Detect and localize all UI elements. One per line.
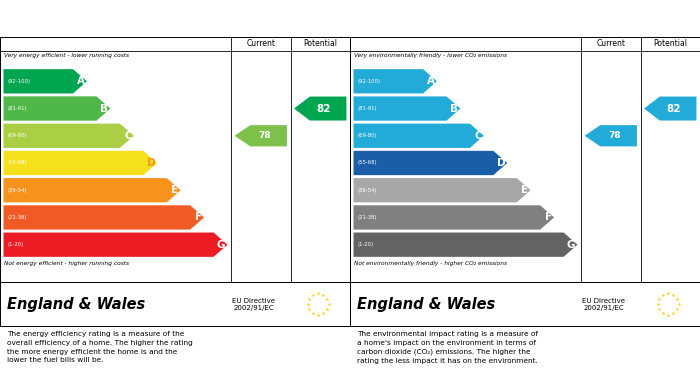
Polygon shape bbox=[4, 69, 87, 93]
Text: Environmental Impact (CO₂) Rating: Environmental Impact (CO₂) Rating bbox=[355, 14, 574, 23]
Polygon shape bbox=[4, 178, 181, 203]
Text: (92-100): (92-100) bbox=[358, 79, 381, 84]
Text: (1-20): (1-20) bbox=[358, 242, 374, 247]
Polygon shape bbox=[234, 125, 287, 146]
Text: 78: 78 bbox=[608, 131, 621, 140]
Polygon shape bbox=[354, 151, 508, 175]
Text: E: E bbox=[522, 185, 528, 195]
Polygon shape bbox=[354, 233, 578, 257]
Text: Very energy efficient - lower running costs: Very energy efficient - lower running co… bbox=[4, 53, 129, 58]
Text: The energy efficiency rating is a measure of the
overall efficiency of a home. T: The energy efficiency rating is a measur… bbox=[7, 331, 192, 363]
Text: England & Wales: England & Wales bbox=[7, 296, 146, 312]
Text: B: B bbox=[450, 104, 459, 113]
Polygon shape bbox=[4, 97, 111, 121]
Text: A: A bbox=[427, 76, 435, 86]
Text: (39-54): (39-54) bbox=[8, 188, 27, 193]
Polygon shape bbox=[354, 178, 531, 203]
Polygon shape bbox=[294, 97, 346, 120]
Text: Current: Current bbox=[246, 39, 275, 48]
Text: B: B bbox=[100, 104, 108, 113]
Text: Potential: Potential bbox=[303, 39, 337, 48]
Text: G: G bbox=[567, 240, 575, 250]
Text: (69-80): (69-80) bbox=[358, 133, 377, 138]
Text: C: C bbox=[474, 131, 482, 141]
Polygon shape bbox=[644, 97, 696, 120]
Polygon shape bbox=[4, 124, 134, 148]
Text: G: G bbox=[217, 240, 225, 250]
Text: Not energy efficient - higher running costs: Not energy efficient - higher running co… bbox=[4, 261, 129, 266]
Text: England & Wales: England & Wales bbox=[357, 296, 496, 312]
Text: (92-100): (92-100) bbox=[8, 79, 31, 84]
Text: Energy Efficiency Rating: Energy Efficiency Rating bbox=[6, 14, 158, 23]
Text: Very environmentally friendly - lower CO₂ emissions: Very environmentally friendly - lower CO… bbox=[354, 53, 507, 58]
Text: (39-54): (39-54) bbox=[358, 188, 377, 193]
Polygon shape bbox=[4, 205, 204, 230]
Text: (1-20): (1-20) bbox=[8, 242, 24, 247]
Text: EU Directive
2002/91/EC: EU Directive 2002/91/EC bbox=[582, 298, 625, 310]
Text: 82: 82 bbox=[316, 104, 331, 113]
Polygon shape bbox=[4, 151, 158, 175]
Text: Current: Current bbox=[596, 39, 625, 48]
Text: A: A bbox=[77, 76, 85, 86]
Text: (81-91): (81-91) bbox=[8, 106, 27, 111]
Text: F: F bbox=[195, 212, 202, 222]
Text: (21-38): (21-38) bbox=[8, 215, 27, 220]
Polygon shape bbox=[354, 124, 484, 148]
Polygon shape bbox=[584, 125, 637, 146]
Polygon shape bbox=[4, 233, 228, 257]
Text: F: F bbox=[545, 212, 552, 222]
Polygon shape bbox=[354, 97, 461, 121]
Text: Not environmentally friendly - higher CO₂ emissions: Not environmentally friendly - higher CO… bbox=[354, 261, 507, 266]
Polygon shape bbox=[354, 69, 437, 93]
Text: (55-68): (55-68) bbox=[358, 160, 377, 165]
Text: E: E bbox=[172, 185, 178, 195]
Text: C: C bbox=[124, 131, 132, 141]
Text: EU Directive
2002/91/EC: EU Directive 2002/91/EC bbox=[232, 298, 275, 310]
Text: (21-38): (21-38) bbox=[358, 215, 377, 220]
Text: (81-91): (81-91) bbox=[358, 106, 377, 111]
Text: D: D bbox=[496, 158, 505, 168]
Text: Potential: Potential bbox=[653, 39, 687, 48]
Text: (69-80): (69-80) bbox=[8, 133, 27, 138]
Polygon shape bbox=[354, 205, 554, 230]
Text: 78: 78 bbox=[258, 131, 271, 140]
Text: (55-68): (55-68) bbox=[8, 160, 27, 165]
Text: The environmental impact rating is a measure of
a home's impact on the environme: The environmental impact rating is a mea… bbox=[357, 331, 538, 364]
Text: 82: 82 bbox=[666, 104, 681, 113]
Text: D: D bbox=[146, 158, 155, 168]
